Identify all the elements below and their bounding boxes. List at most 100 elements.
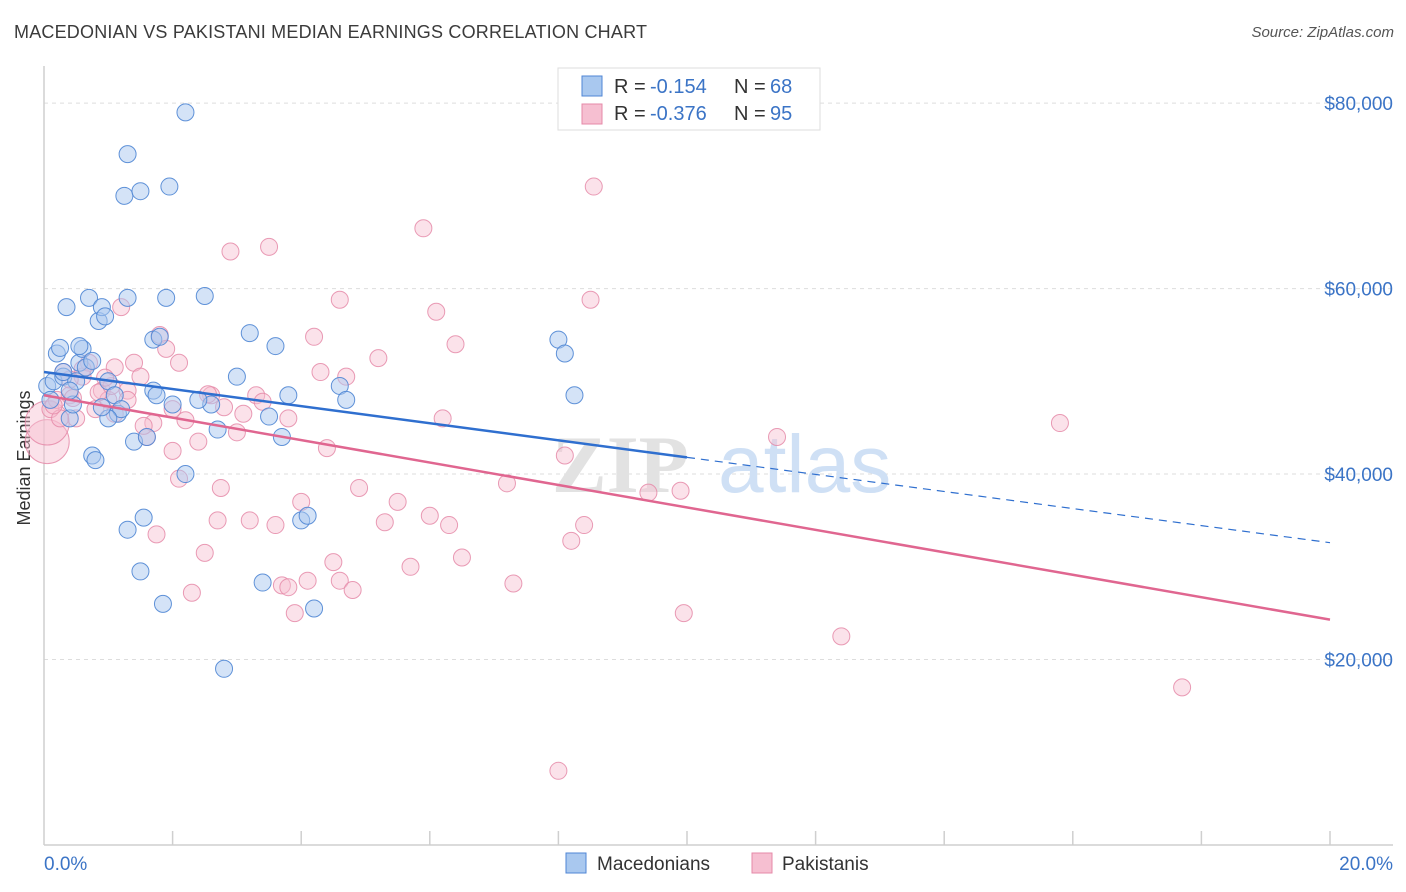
pakistanis-point	[1050, 414, 1069, 433]
pakistanis-point	[189, 432, 208, 451]
source-credit: Source: ZipAtlas.com	[1251, 24, 1394, 41]
pakistanis-point	[420, 506, 439, 525]
macedonians-point	[266, 337, 285, 356]
x-tick-label-max: 20.0%	[1339, 854, 1393, 875]
pakistanis-point	[240, 511, 259, 530]
pakistanis-point	[1173, 678, 1192, 697]
macedonians-point	[118, 288, 137, 307]
macedonians-point	[86, 451, 105, 470]
legend-n-value-pakistanis: 95	[770, 103, 792, 125]
pakistanis-point	[414, 219, 433, 238]
macedonians-point	[157, 288, 176, 307]
pakistanis-point	[433, 409, 452, 428]
series-legend: Macedonians Pakistanis	[565, 852, 869, 875]
pakistanis-point	[375, 513, 394, 532]
macedonians-point	[163, 395, 182, 414]
pakistanis-point	[227, 423, 246, 442]
pakistanis-point	[279, 409, 298, 428]
pakistanis-point	[330, 290, 349, 309]
pakistanis-point	[317, 439, 336, 458]
pakistanis-point	[575, 516, 594, 535]
pakistanis-point	[768, 427, 787, 446]
macedonians-point	[215, 659, 234, 678]
macedonians-point	[131, 182, 150, 201]
correlation-legend: R = -0.154 N = 68 R = -0.376 N = 95	[557, 67, 821, 131]
y-tick-label: $40,000	[1324, 465, 1393, 486]
x-tick-labels: 0.0% 20.0%	[44, 854, 1393, 875]
macedonians-point	[227, 367, 246, 386]
legend-r-value-macedonians: -0.154	[650, 76, 707, 98]
macedonians-point	[305, 599, 324, 618]
pakistanis-point	[163, 441, 182, 460]
pakistanis-point	[452, 548, 471, 567]
pakistanis-point	[369, 349, 388, 368]
gridlines	[44, 102, 1393, 661]
pakistanis-point	[388, 492, 407, 511]
x-tick-label-min: 0.0%	[44, 854, 87, 875]
pakistanis-point	[266, 516, 285, 535]
pakistanis-point	[131, 367, 150, 386]
macedonians-point	[253, 573, 272, 592]
macedonians-points	[38, 103, 584, 678]
pakistanis-point	[350, 478, 369, 497]
macedonians-point	[134, 508, 153, 527]
axes	[43, 66, 1393, 846]
pakistanis-point	[674, 604, 693, 623]
macedonians-point	[565, 386, 584, 405]
pakistanis-point	[260, 237, 279, 256]
legend-swatch-macedonians	[581, 75, 603, 97]
macedonians-trend-extension	[686, 456, 1331, 544]
macedonians-point	[153, 594, 172, 613]
macedonians-point	[176, 103, 195, 122]
pakistanis-point	[427, 302, 446, 321]
macedonians-point	[57, 298, 76, 317]
legend-r-label-2: R =	[614, 103, 646, 125]
legend-swatch-pakistanis	[581, 103, 603, 125]
pakistanis-point	[234, 404, 253, 423]
pakistanis-point	[147, 525, 166, 544]
y-tick-labels: $20,000 $40,000 $60,000 $80,000	[1324, 94, 1393, 671]
pakistanis-point	[170, 353, 189, 372]
pakistanis-point	[555, 446, 574, 465]
macedonians-point	[83, 351, 102, 370]
macedonians-point	[118, 520, 137, 539]
macedonians-point	[96, 307, 115, 326]
macedonians-point	[195, 286, 214, 305]
pakistanis-trend-line	[43, 393, 1331, 621]
legend-n-label-1: N =	[734, 76, 766, 98]
pakistanis-point	[305, 327, 324, 346]
macedonians-point	[137, 427, 156, 446]
bottom-legend-label-macedonians: Macedonians	[597, 854, 710, 875]
pakistanis-point	[343, 580, 362, 599]
pakistanis-point	[584, 177, 603, 196]
macedonians-point	[337, 390, 356, 409]
pakistanis-point	[330, 571, 349, 590]
macedonians-point	[80, 288, 99, 307]
legend-r-label-1: R =	[614, 76, 646, 98]
macedonians-point	[51, 338, 70, 357]
pakistanis-point	[285, 604, 304, 623]
macedonians-point	[60, 381, 79, 400]
pakistanis-point	[311, 363, 330, 382]
trend-lines	[43, 370, 1331, 621]
bottom-legend-swatch-macedonians	[565, 852, 587, 874]
pakistanis-point	[549, 761, 568, 780]
y-axis-title: Median Earnings	[14, 390, 34, 525]
macedonians-point	[260, 407, 279, 426]
pakistanis-point	[279, 578, 298, 597]
macedonians-point	[118, 145, 137, 164]
chart-title: MACEDONIAN VS PAKISTANI MEDIAN EARNINGS …	[14, 22, 648, 42]
macedonians-point	[131, 562, 150, 581]
pakistanis-point	[24, 419, 70, 465]
macedonians-point	[54, 363, 73, 382]
pakistanis-point	[671, 481, 690, 500]
y-tick-label: $20,000	[1324, 651, 1393, 672]
bottom-legend-label-pakistanis: Pakistanis	[782, 854, 869, 875]
pakistanis-point	[581, 290, 600, 309]
macedonians-point	[176, 465, 195, 484]
pakistanis-point	[195, 543, 214, 562]
watermark-atlas: atlas	[718, 419, 891, 510]
zipatlas-watermark: ZIP atlas	[552, 419, 891, 510]
pakistanis-point	[298, 571, 317, 590]
